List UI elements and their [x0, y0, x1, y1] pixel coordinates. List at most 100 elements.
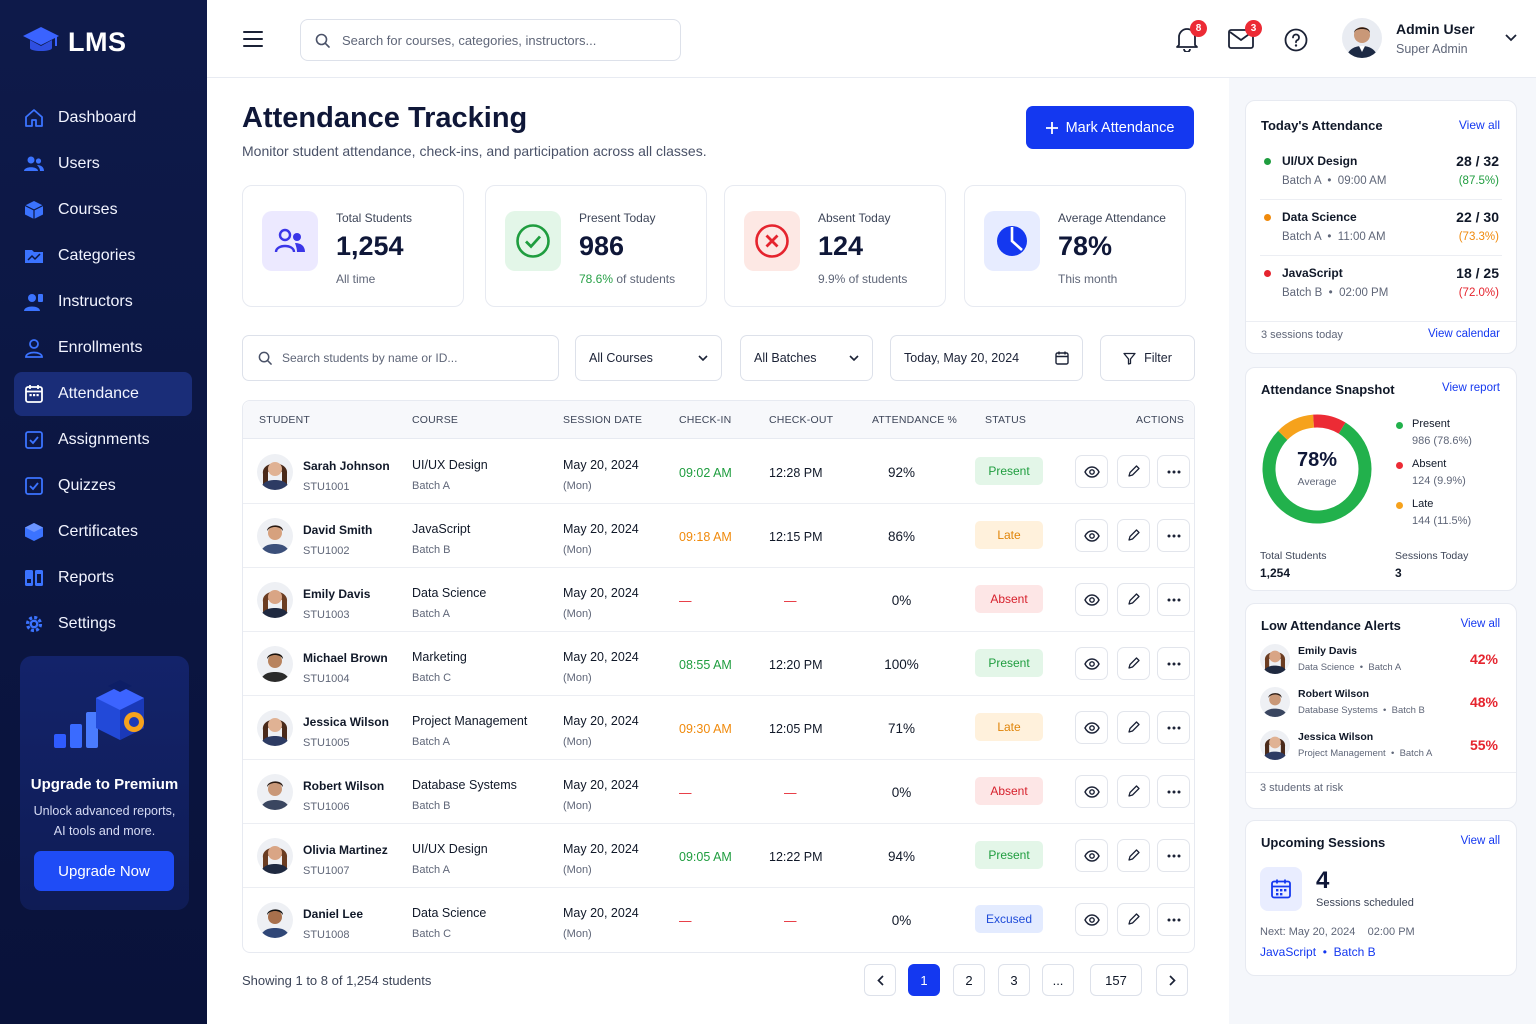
view-button[interactable] [1075, 775, 1108, 808]
notifications-button[interactable]: 8 [1175, 20, 1207, 52]
sidebar-item-courses[interactable]: Courses [14, 188, 192, 232]
sidebar-item-certificates[interactable]: Certificates [14, 510, 192, 554]
more-button[interactable] [1157, 583, 1190, 616]
student-name[interactable]: Michael Brown [303, 651, 388, 665]
date-picker[interactable]: Today, May 20, 2024 [890, 335, 1083, 381]
filter-button[interactable]: Filter [1100, 335, 1195, 381]
upgrade-now-button[interactable]: Upgrade Now [34, 851, 174, 891]
brand-logo[interactable]: LMS [22, 24, 127, 60]
edit-button[interactable] [1117, 583, 1150, 616]
student-name[interactable]: David Smith [303, 523, 373, 537]
session-percentage: (73.3%) [1458, 231, 1499, 243]
upcoming-view-all[interactable]: View all [1460, 835, 1500, 847]
sidebar-item-reports[interactable]: Reports [14, 556, 192, 600]
pagination-page[interactable]: 157 [1090, 964, 1142, 996]
global-search[interactable] [300, 19, 681, 61]
chevron-down-icon[interactable] [1504, 34, 1517, 42]
sidebar-item-label: Quizzes [58, 477, 116, 494]
student-name[interactable]: Daniel Lee [303, 907, 364, 921]
view-button[interactable] [1075, 839, 1108, 872]
edit-button[interactable] [1117, 711, 1150, 744]
student-name[interactable]: Jessica Wilson [303, 715, 389, 729]
pagination-page[interactable]: 1 [908, 964, 940, 996]
student-search[interactable] [242, 335, 559, 381]
col-status[interactable]: STATUS [985, 414, 1027, 426]
sidebar-item-users[interactable]: Users [14, 142, 192, 186]
view-button[interactable] [1075, 519, 1108, 552]
table-row[interactable]: Michael Brown STU1004 Marketing Batch C … [243, 632, 1194, 696]
sidebar-item-attendance[interactable]: Attendance [14, 372, 192, 416]
messages-button[interactable]: 3 [1228, 20, 1262, 50]
table-row[interactable]: Jessica Wilson STU1005 Project Managemen… [243, 696, 1194, 760]
course-select-value: All Courses [589, 351, 653, 365]
sidebar-item-quizzes[interactable]: Quizzes [14, 464, 192, 508]
col-attendance-pct[interactable]: ATTENDANCE % [872, 414, 958, 426]
global-search-input[interactable] [342, 32, 662, 48]
todays-attendance-view-all[interactable]: View all [1458, 118, 1500, 132]
pagination-page[interactable]: ... [1042, 964, 1074, 996]
more-button[interactable] [1157, 775, 1190, 808]
table-row[interactable]: Emily Davis STU1003 Data Science Batch A… [243, 568, 1194, 632]
batch-select[interactable]: All Batches [740, 335, 873, 381]
edit-button[interactable] [1117, 839, 1150, 872]
view-button[interactable] [1075, 647, 1108, 680]
col-student[interactable]: STUDENT [259, 414, 310, 426]
pagination-page[interactable]: 2 [953, 964, 985, 996]
student-search-input[interactable] [282, 351, 552, 365]
more-button[interactable] [1157, 647, 1190, 680]
view-button[interactable] [1075, 455, 1108, 488]
more-button[interactable] [1157, 903, 1190, 936]
more-button[interactable] [1157, 839, 1190, 872]
mark-attendance-button[interactable]: Mark Attendance [1026, 106, 1194, 149]
course-select[interactable]: All Courses [575, 335, 722, 381]
more-button[interactable] [1157, 455, 1190, 488]
table-row[interactable]: David Smith STU1002 JavaScript Batch B M… [243, 504, 1194, 568]
col-check-out[interactable]: CHECK-OUT [769, 414, 834, 426]
sidebar-item-label: Enrollments [58, 339, 143, 356]
edit-button[interactable] [1117, 455, 1150, 488]
sidebar-item-dashboard[interactable]: Dashboard [14, 96, 192, 140]
sidebar-item-categories[interactable]: Categories [14, 234, 192, 278]
sidebar-item-enrollments[interactable]: Enrollments [14, 326, 192, 370]
next-session-batch: Batch B [1333, 945, 1376, 959]
more-button[interactable] [1157, 519, 1190, 552]
pagination-prev[interactable] [864, 964, 896, 996]
edit-button[interactable] [1117, 775, 1150, 808]
check-out-time: — [784, 914, 797, 928]
view-calendar-link[interactable]: View calendar [1427, 328, 1500, 340]
col-session-date[interactable]: SESSION DATE [563, 414, 643, 426]
alerts-view-all[interactable]: View all [1460, 618, 1500, 630]
col-check-in[interactable]: CHECK-IN [679, 414, 732, 426]
edit-button[interactable] [1117, 519, 1150, 552]
edit-button[interactable] [1117, 647, 1150, 680]
status-badge: Present [975, 649, 1043, 677]
table-row[interactable]: Robert Wilson STU1006 Database Systems B… [243, 760, 1194, 824]
pagination-page[interactable]: 3 [998, 964, 1030, 996]
sidebar-item-settings[interactable]: Settings [14, 602, 192, 646]
menu-icon[interactable] [243, 30, 263, 48]
view-button[interactable] [1075, 711, 1108, 744]
user-menu[interactable]: Admin User Super Admin [1342, 18, 1517, 58]
more-button[interactable] [1157, 711, 1190, 744]
help-button[interactable] [1284, 28, 1308, 52]
student-name[interactable]: Sarah Johnson [303, 459, 390, 473]
sidebar-item-assignments[interactable]: Assignments [14, 418, 192, 462]
table-row[interactable]: Sarah Johnson STU1001 UI/UX Design Batch… [243, 440, 1194, 504]
student-name[interactable]: Robert Wilson [303, 779, 385, 793]
next-session-course[interactable]: JavaScript • Batch B [1260, 945, 1376, 959]
pagination-next[interactable] [1156, 964, 1188, 996]
view-report-link[interactable]: View report [1442, 382, 1500, 394]
session-course: JavaScript [1282, 266, 1343, 280]
check-in-time: — [679, 914, 692, 928]
check-out-time: 12:20 PM [769, 658, 823, 672]
table-row[interactable]: Olivia Martinez STU1007 UI/UX Design Bat… [243, 824, 1194, 888]
sidebar-item-instructors[interactable]: Instructors [14, 280, 192, 324]
col-course[interactable]: COURSE [412, 414, 459, 426]
student-name[interactable]: Olivia Martinez [303, 843, 388, 857]
view-button[interactable] [1075, 903, 1108, 936]
edit-button[interactable] [1117, 903, 1150, 936]
student-name[interactable]: Emily Davis [303, 587, 371, 601]
view-button[interactable] [1075, 583, 1108, 616]
table-row[interactable]: Daniel Lee STU1008 Data Science Batch C … [243, 888, 1194, 952]
more-icon [1167, 854, 1181, 858]
